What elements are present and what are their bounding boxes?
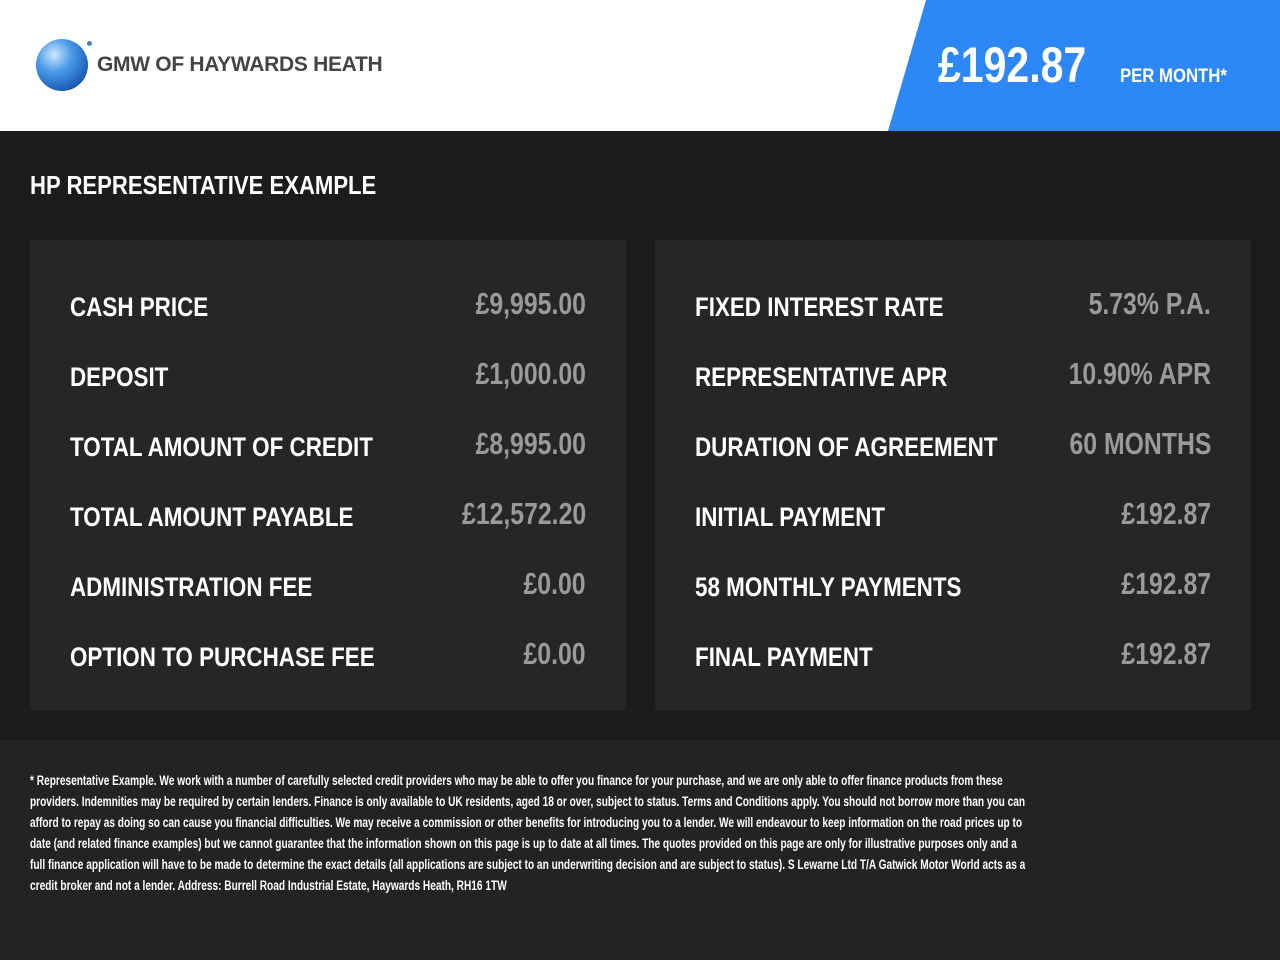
finance-row: DURATION OF AGREEMENT 60 MONTHS bbox=[695, 426, 1211, 466]
disclaimer-line: afford to repay as doing so can cause yo… bbox=[30, 815, 1023, 830]
finance-row: OPTION TO PURCHASE FEE £0.00 bbox=[70, 636, 586, 676]
row-value: £192.87 bbox=[1121, 636, 1211, 671]
row-label: TOTAL AMOUNT PAYABLE bbox=[70, 502, 354, 532]
finance-row: REPRESENTATIVE APR 10.90% APR bbox=[695, 356, 1211, 396]
row-label: ADMINISTRATION FEE bbox=[70, 572, 313, 602]
row-value: 10.90% APR bbox=[1068, 356, 1211, 391]
row-value: £9,995.00 bbox=[475, 286, 586, 321]
disclaimer: * Representative Example. We work with a… bbox=[30, 770, 1280, 896]
per-month-label: PER MONTH* bbox=[1120, 66, 1227, 87]
finance-row: DEPOSIT £1,000.00 bbox=[70, 356, 586, 396]
globe-icon bbox=[36, 39, 92, 91]
disclaimer-line: credit broker and not a lender. Address:… bbox=[30, 878, 507, 893]
row-value: £0.00 bbox=[523, 636, 586, 671]
row-value: 5.73% P.A. bbox=[1088, 286, 1211, 321]
row-value: £12,572.20 bbox=[461, 496, 586, 531]
logo[interactable]: GMW OF HAYWARDS HEATH bbox=[36, 39, 383, 91]
finance-row: INITIAL PAYMENT £192.87 bbox=[695, 496, 1211, 536]
row-label: DURATION OF AGREEMENT bbox=[695, 432, 998, 462]
disclaimer-line: full finance application will have to be… bbox=[30, 857, 1026, 872]
row-label: 58 MONTHLY PAYMENTS bbox=[695, 572, 962, 602]
header: GMW OF HAYWARDS HEATH £192.87 PER MONTH* bbox=[0, 0, 1280, 131]
row-label: OPTION TO PURCHASE FEE bbox=[70, 642, 375, 672]
finance-row: TOTAL AMOUNT OF CREDIT £8,995.00 bbox=[70, 426, 586, 466]
finance-row: CASH PRICE £9,995.00 bbox=[70, 286, 586, 326]
disclaimer-line: date (and related finance examples) but … bbox=[30, 836, 1017, 851]
price-banner bbox=[888, 0, 1280, 131]
finance-row: TOTAL AMOUNT PAYABLE £12,572.20 bbox=[70, 496, 586, 536]
finance-panel-left: CASH PRICE £9,995.00 DEPOSIT £1,000.00 TOTAL… bbox=[30, 240, 626, 710]
section-title: HP REPRESENTATIVE EXAMPLE bbox=[30, 170, 377, 200]
monthly-price: £192.87 bbox=[938, 37, 1087, 93]
finance-row: ADMINISTRATION FEE £0.00 bbox=[70, 566, 586, 606]
finance-row: FINAL PAYMENT £192.87 bbox=[695, 636, 1211, 676]
finance-row: FIXED INTEREST RATE 5.73% P.A. bbox=[695, 286, 1211, 326]
row-value: 60 MONTHS bbox=[1069, 426, 1211, 461]
row-value: £192.87 bbox=[1121, 496, 1211, 531]
logo-text: GMW OF HAYWARDS HEATH bbox=[97, 53, 383, 76]
row-label: FINAL PAYMENT bbox=[695, 642, 873, 672]
finance-panel-right: FIXED INTEREST RATE 5.73% P.A. REPRESENTAT… bbox=[655, 240, 1251, 710]
finance-row: 58 MONTHLY PAYMENTS £192.87 bbox=[695, 566, 1211, 606]
disclaimer-line: providers. Indemnities may be required b… bbox=[30, 794, 1026, 809]
row-label: REPRESENTATIVE APR bbox=[695, 362, 948, 392]
footer: * Representative Example. We work with a… bbox=[0, 740, 1280, 960]
row-value: £8,995.00 bbox=[475, 426, 586, 461]
disclaimer-line: * Representative Example. We work with a… bbox=[30, 773, 1003, 788]
row-label: TOTAL AMOUNT OF CREDIT bbox=[70, 432, 373, 462]
row-value: £1,000.00 bbox=[475, 356, 586, 391]
row-label: DEPOSIT bbox=[70, 362, 169, 392]
row-label: FIXED INTEREST RATE bbox=[695, 292, 944, 322]
row-value: £0.00 bbox=[523, 566, 586, 601]
row-label: CASH PRICE bbox=[70, 292, 209, 322]
row-value: £192.87 bbox=[1121, 566, 1211, 601]
row-label: INITIAL PAYMENT bbox=[695, 502, 886, 532]
